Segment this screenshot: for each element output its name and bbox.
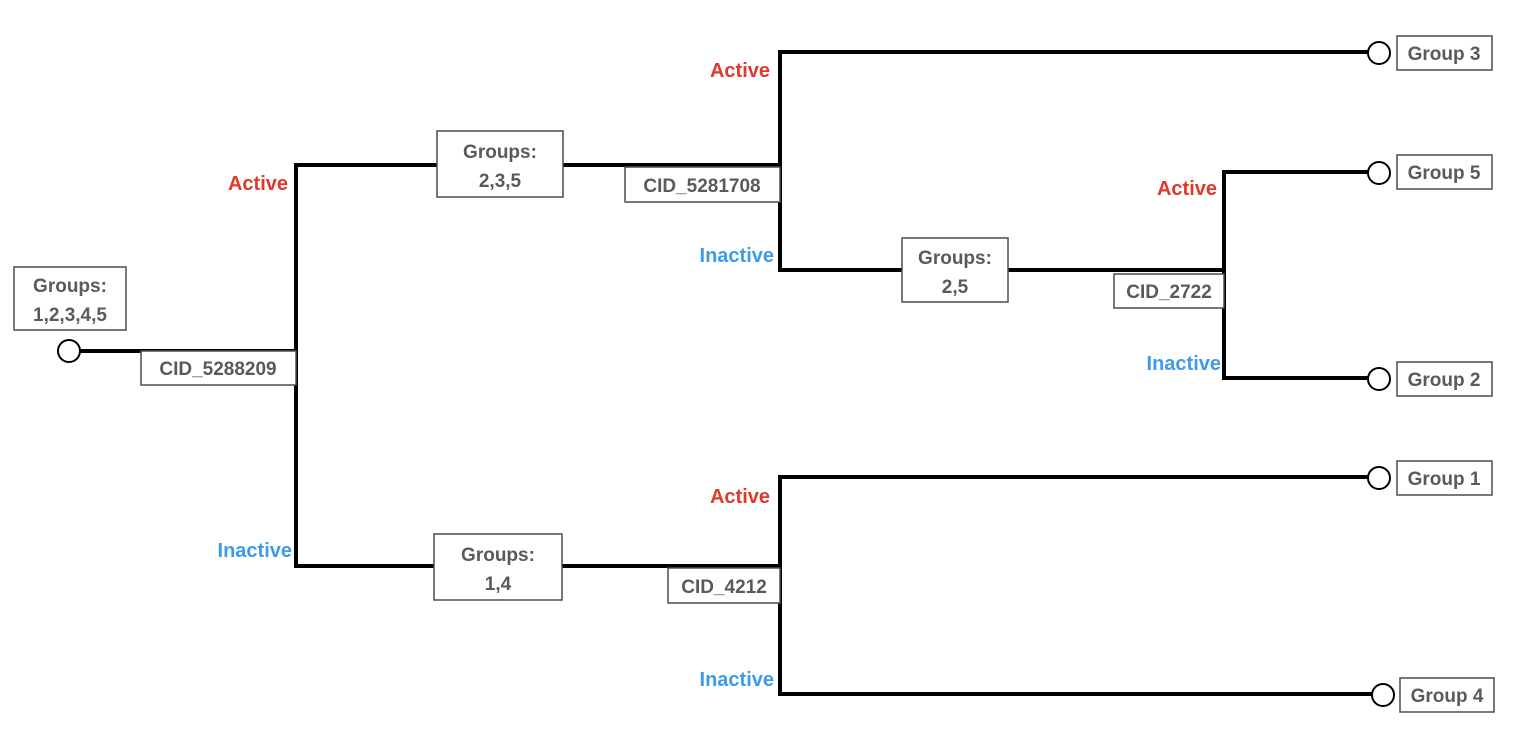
- leaf-circle: [1367, 161, 1391, 185]
- leaf-box: [1396, 361, 1493, 397]
- leaf-label: Group 5: [1408, 163, 1481, 184]
- branch-labels: Active Inactive Active Inactive Active I…: [218, 60, 1221, 691]
- leaf-box: [1396, 154, 1493, 190]
- n235-active-label: Active: [710, 60, 770, 82]
- root-node: Groups: 1,2,3,4,5 CID_5288209: [13, 266, 297, 386]
- n14-groups-list: 1,4: [485, 574, 512, 595]
- n25-active-label: Active: [1157, 178, 1217, 200]
- n235-split-box: [624, 166, 781, 203]
- tree-edges: [80, 50, 1374, 696]
- n14-split-box: [667, 567, 781, 604]
- leaf-circle: [1371, 683, 1395, 707]
- root-split-label: CID_5288209: [159, 359, 276, 380]
- leaf-group-5: Group 5: [1367, 154, 1493, 190]
- n235-groups-list: 2,3,5: [479, 171, 522, 192]
- leaf-group-3: Group 3: [1367, 35, 1493, 71]
- root-node-circle: [57, 339, 81, 363]
- node-groups-235: Groups: 2,3,5 CID_5281708: [436, 130, 781, 203]
- n14-inactive-label: Inactive: [700, 669, 774, 691]
- root-groups-box: [13, 266, 127, 331]
- leaf-circle: [1367, 41, 1391, 65]
- leaf-box: [1399, 677, 1495, 713]
- n14-groups-box: [433, 533, 563, 601]
- n235-inactive-label: Inactive: [700, 245, 774, 267]
- leaf-label: Group 3: [1408, 44, 1481, 65]
- n25-groups-list: 2,5: [942, 277, 969, 298]
- leaf-group-2: Group 2: [1367, 361, 1493, 397]
- leaf-label: Group 1: [1408, 469, 1481, 490]
- leaf-box: [1396, 460, 1493, 496]
- leaf-circle: [1367, 466, 1391, 490]
- n14-split-label: CID_4212: [681, 577, 767, 598]
- root-split-box: [140, 350, 297, 386]
- n25-split-label: CID_2722: [1126, 282, 1212, 303]
- n25-groups-box: [901, 237, 1009, 303]
- n25-inactive-label: Inactive: [1147, 353, 1221, 375]
- leaf-group-4: Group 4: [1371, 677, 1495, 713]
- leaf-circle: [1367, 367, 1391, 391]
- n235-groups-title: Groups:: [463, 142, 537, 163]
- leaf-box: [1396, 35, 1493, 71]
- n14-active-label: Active: [710, 486, 770, 508]
- root-groups-title: Groups:: [33, 276, 107, 297]
- root-active-label: Active: [228, 173, 288, 195]
- root-groups-list: 1,2,3,4,5: [33, 305, 107, 326]
- leaf-label: Group 4: [1411, 686, 1484, 707]
- n235-groups-box: [436, 130, 564, 198]
- node-groups-25: Groups: 2,5 CID_2722: [901, 237, 1225, 309]
- leaf-label: Group 2: [1408, 370, 1481, 391]
- n235-split-label: CID_5281708: [643, 176, 760, 197]
- n14-groups-title: Groups:: [461, 545, 535, 566]
- root-inactive-label: Inactive: [218, 540, 292, 562]
- node-groups-14: Groups: 1,4 CID_4212: [433, 533, 781, 604]
- n25-split-box: [1113, 273, 1225, 309]
- leaf-group-1: Group 1: [1367, 460, 1493, 496]
- n25-groups-title: Groups:: [918, 248, 992, 269]
